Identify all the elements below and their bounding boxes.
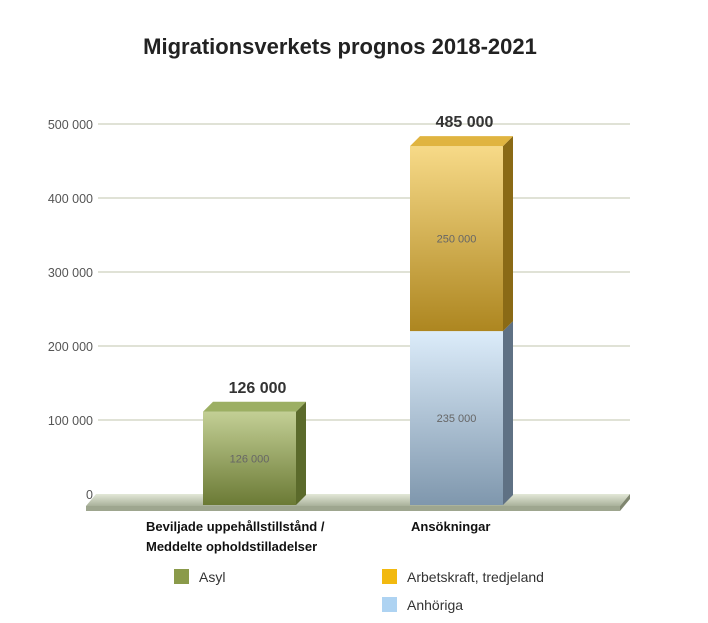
y-tick-label: 500 000 — [48, 118, 93, 132]
floor-side — [620, 494, 630, 511]
bar-side — [503, 136, 513, 332]
y-tick-label: 300 000 — [48, 266, 93, 280]
floor-front — [86, 506, 620, 511]
legend-label: Anhöriga — [407, 597, 463, 613]
total-value-label: 485 000 — [436, 114, 494, 131]
floor-top — [86, 494, 630, 506]
x-category-label: Beviljade uppehållstillstånd / — [146, 519, 325, 534]
segment-value-label: 235 000 — [437, 413, 477, 425]
legend-swatch — [382, 569, 397, 584]
legend-swatch — [382, 597, 397, 612]
y-tick-label: 100 000 — [48, 414, 93, 428]
x-category-label: Ansökningar — [411, 519, 490, 534]
chart-title: Migrationsverkets prognos 2018-2021 — [143, 34, 537, 59]
total-value-label: 126 000 — [229, 380, 287, 397]
bar-top — [410, 136, 513, 147]
bar-top — [203, 401, 306, 412]
bar-segment — [410, 146, 503, 332]
legend-swatch — [174, 569, 189, 584]
segment-value-label: 250 000 — [437, 234, 477, 246]
bar-segment — [410, 331, 503, 505]
segment-value-label: 126 000 — [230, 453, 270, 465]
legend-label: Asyl — [199, 569, 225, 585]
bar-side — [296, 401, 306, 505]
legend-label: Arbetskraft, tredjeland — [407, 569, 544, 585]
bar-segment — [203, 411, 296, 505]
y-tick-label: 400 000 — [48, 192, 93, 206]
y-tick-label: 0 — [86, 488, 93, 502]
bar-side — [503, 321, 513, 505]
x-category-label: Meddelte opholdstilladelser — [146, 539, 317, 554]
y-tick-label: 200 000 — [48, 340, 93, 354]
